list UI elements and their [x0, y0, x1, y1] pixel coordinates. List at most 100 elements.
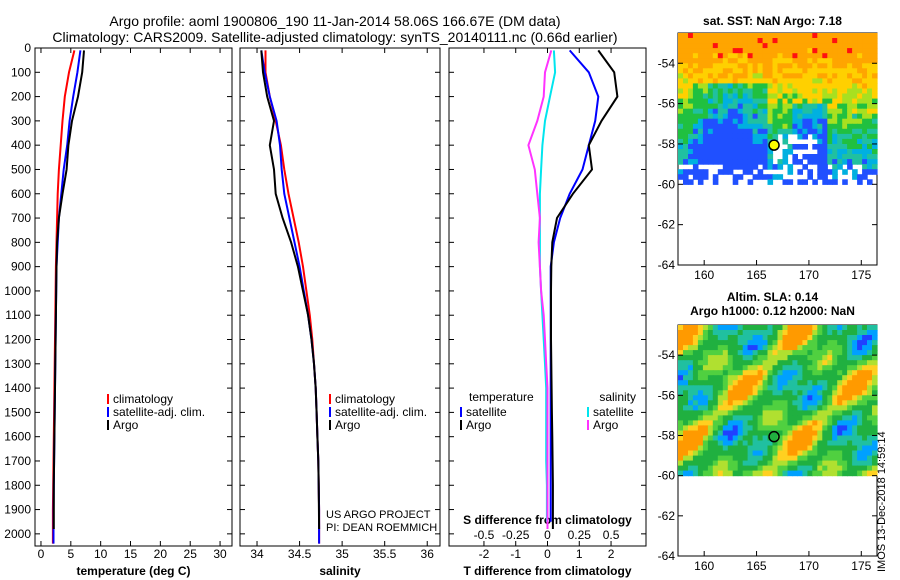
sst-map-cell — [688, 169, 694, 175]
sst-map-cell — [827, 73, 833, 79]
sla-map-cell — [737, 410, 744, 416]
sla-map-cell — [757, 360, 764, 366]
sla-map-cell — [792, 425, 798, 431]
x-tick-label: 35 — [335, 547, 349, 561]
sla-map-cell — [832, 415, 838, 421]
sst-map-cell — [702, 103, 709, 110]
sla-map-cell — [782, 465, 789, 472]
sst-map-cell — [688, 83, 694, 89]
sla-map-cell — [867, 325, 873, 331]
sla-map-cell — [697, 355, 704, 361]
sla-map-cell — [707, 455, 714, 462]
sst-map-cell — [688, 58, 694, 64]
sst-map-cell — [688, 113, 694, 120]
sla-map-cell — [827, 430, 833, 437]
sla-map-cell — [772, 375, 779, 381]
sst-map-cell — [732, 33, 739, 39]
sst-map-cell — [712, 63, 719, 69]
sst-map-cell — [712, 78, 719, 84]
sla-map-cell — [742, 430, 749, 437]
sst-map-cell — [827, 53, 833, 59]
sla-map-cell — [832, 425, 838, 431]
sst-map-cell — [832, 93, 838, 100]
sla-map-cell — [827, 465, 833, 472]
sla-map-cell — [712, 345, 719, 351]
sla-map-cell — [702, 470, 709, 477]
sla-map-cell — [752, 370, 759, 376]
sst-map-cell — [752, 103, 759, 110]
sla-map-cell — [867, 400, 873, 406]
sst-map-cell — [697, 63, 704, 69]
sla-map-cell — [802, 400, 808, 406]
sla-map-cell — [867, 405, 873, 411]
sst-map-cell — [767, 128, 774, 135]
sla-map-cell — [817, 430, 823, 437]
sla-map-cell — [872, 395, 878, 401]
sla-map-cell — [702, 370, 709, 376]
sla-map-cell — [842, 455, 848, 462]
sst-map-cell — [762, 63, 769, 69]
sst-map-cell — [678, 108, 684, 115]
sst-map-cell — [692, 164, 699, 170]
sst-map-cell — [817, 118, 823, 125]
sst-map-cell — [767, 38, 774, 44]
sst-map-cell — [797, 58, 803, 64]
sla-map-cell — [847, 400, 853, 406]
sla-map-cell — [777, 330, 784, 336]
sst-map-cell — [722, 43, 729, 49]
sst-map-cell — [792, 108, 798, 115]
sst-map-cell — [692, 83, 699, 89]
sst-map-y-tick-label: -62 — [658, 218, 676, 232]
sla-map-cell — [742, 400, 749, 406]
sla-map-cell — [697, 330, 704, 336]
sst-map-cell — [707, 138, 714, 145]
sla-map-cell — [692, 390, 699, 396]
sla-map-cell — [752, 415, 759, 421]
sst-map-cell — [707, 48, 714, 54]
sst-map-cell — [777, 33, 784, 39]
sst-map-cell — [717, 128, 724, 135]
sst-map-cell — [827, 68, 833, 74]
sst-map-cell — [722, 144, 729, 150]
sst-map-cell — [767, 154, 774, 160]
sla-map-cell — [842, 335, 848, 341]
sla-map-cell — [867, 455, 873, 462]
sst-map-cell — [678, 43, 684, 49]
sst-map-cell — [732, 63, 739, 69]
sla-map-cell — [702, 340, 709, 346]
sst-map-cell — [678, 33, 684, 39]
sla-map-cell — [732, 345, 739, 351]
sst-map-cell — [812, 159, 818, 165]
sla-map-cell — [787, 420, 794, 426]
sst-map-cell — [847, 123, 853, 130]
sla-map-cell — [722, 410, 729, 416]
sst-map-cell — [792, 48, 798, 54]
sst-map-x-tick-label: 170 — [799, 268, 819, 282]
y-tick-label: 1800 — [4, 478, 31, 492]
sst-map-cell — [712, 174, 719, 180]
sla-map-cell — [837, 325, 843, 331]
sla-map-cell — [688, 335, 694, 341]
sla-map-y-tick-label: -56 — [658, 388, 676, 402]
sst-map-cell — [688, 138, 694, 145]
sst-map-cell — [772, 103, 779, 110]
sla-map-cell — [832, 345, 838, 351]
sla-map-cell — [767, 450, 774, 457]
sla-map-cell — [857, 440, 863, 447]
sla-map-cell — [837, 335, 843, 341]
sst-map-cell — [817, 149, 823, 155]
sla-map-cell — [862, 440, 868, 447]
sst-map-cell — [747, 169, 754, 175]
sla-map-cell — [822, 365, 828, 371]
sst-map-cell — [867, 108, 873, 115]
sst-map-cell — [717, 78, 724, 84]
sla-map-cell — [737, 330, 744, 336]
sla-map-cell — [702, 455, 709, 462]
sla-map-cell — [767, 470, 774, 477]
sst-map-cell — [782, 48, 789, 54]
sla-map-cell — [867, 435, 873, 442]
sla-map-cell — [872, 435, 878, 442]
sst-map-cell — [777, 48, 784, 54]
sla-map-cell — [862, 325, 868, 331]
sst-map-cell — [852, 159, 858, 165]
